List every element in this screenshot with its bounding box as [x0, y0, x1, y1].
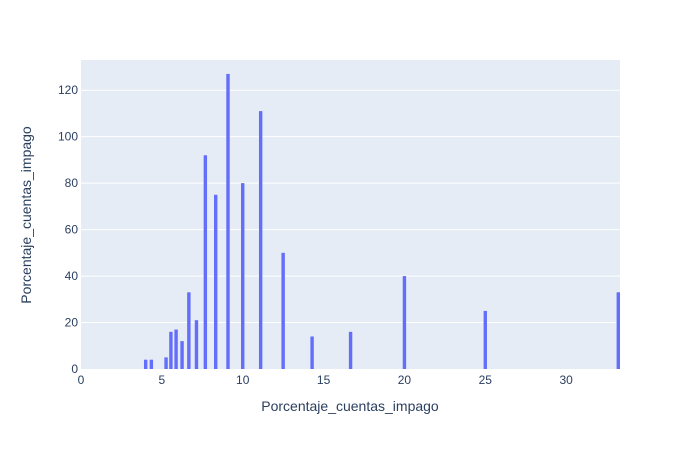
- x-tick-label: 15: [317, 373, 331, 387]
- bar: [203, 155, 208, 369]
- bar: [402, 276, 407, 369]
- bar: [164, 357, 168, 369]
- bar: [281, 252, 285, 369]
- x-tick-label: 30: [559, 373, 573, 387]
- bar: [187, 292, 191, 369]
- bar: [258, 111, 263, 369]
- bar: [194, 320, 199, 369]
- bar: [483, 310, 487, 369]
- gridlines: [81, 89, 620, 324]
- bars: [143, 73, 620, 369]
- bar: [180, 341, 184, 369]
- x-tick-label: 10: [236, 373, 250, 387]
- y-tick-label: 0: [71, 362, 78, 376]
- bar: [149, 359, 154, 369]
- y-axis-title: Porcentaje_cuentas_impago: [18, 126, 34, 304]
- y-tick-label: 40: [65, 269, 79, 283]
- x-tick-label: 5: [159, 373, 166, 387]
- plot-background: [81, 60, 620, 369]
- x-tick-label: 20: [398, 373, 412, 387]
- bar: [241, 183, 245, 369]
- y-tick-label: 20: [65, 316, 79, 330]
- bar: [214, 194, 218, 369]
- bar: [616, 292, 620, 369]
- bar: [143, 359, 148, 369]
- y-tick-label: 60: [65, 223, 79, 237]
- y-tick-label: 80: [65, 176, 79, 190]
- bar: [174, 329, 178, 369]
- y-tick-label: 100: [58, 130, 78, 144]
- bar: [226, 73, 230, 369]
- bar: [169, 331, 173, 369]
- bar: [348, 331, 353, 369]
- x-axis-ticks: 0 5 10 15 20 25 30: [78, 373, 573, 387]
- bar: [310, 336, 314, 369]
- y-tick-label: 120: [58, 83, 78, 97]
- y-axis-ticks: 0 20 40 60 80 100 120: [58, 83, 78, 376]
- x-tick-label: 25: [479, 373, 493, 387]
- x-axis-title: Porcentaje_cuentas_impago: [261, 398, 439, 414]
- x-tick-label: 0: [78, 373, 85, 387]
